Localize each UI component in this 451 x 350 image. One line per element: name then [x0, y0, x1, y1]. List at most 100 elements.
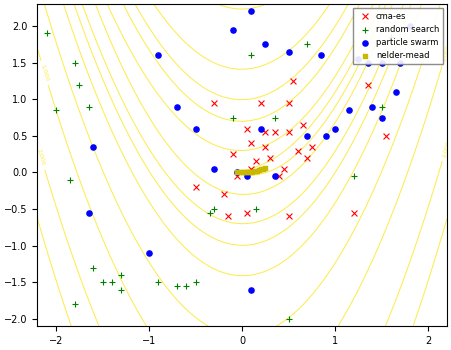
cma-es: [267, 155, 274, 161]
nelder-mead: [234, 169, 241, 175]
cma-es: [299, 122, 306, 128]
random search: [248, 52, 255, 58]
cma-es: [271, 130, 278, 135]
cma-es: [304, 155, 311, 161]
cma-es: [262, 144, 269, 150]
particle swarm: [211, 166, 218, 172]
cma-es: [364, 82, 371, 88]
cma-es: [285, 130, 292, 135]
random search: [378, 104, 385, 110]
cma-es: [308, 144, 316, 150]
random search: [387, 34, 395, 40]
particle swarm: [192, 126, 199, 131]
nelder-mead: [258, 167, 265, 172]
Legend: cma-es, random search, particle swarm, nelder-mead: cma-es, random search, particle swarm, n…: [354, 8, 443, 63]
cma-es: [281, 166, 288, 172]
nelder-mead: [253, 168, 260, 174]
particle swarm: [229, 27, 236, 33]
random search: [253, 206, 260, 212]
nelder-mead: [243, 169, 250, 175]
nelder-mead: [238, 170, 245, 175]
random search: [206, 210, 213, 216]
random search: [71, 301, 78, 307]
cma-es: [225, 214, 232, 219]
random search: [85, 104, 92, 110]
cma-es: [211, 100, 218, 106]
particle swarm: [248, 9, 255, 14]
particle swarm: [271, 173, 278, 179]
particle swarm: [248, 287, 255, 292]
particle swarm: [345, 107, 353, 113]
nelder-mead: [262, 165, 269, 171]
cma-es: [285, 100, 292, 106]
particle swarm: [378, 115, 385, 120]
random search: [350, 173, 357, 179]
cma-es: [253, 159, 260, 164]
random search: [183, 283, 190, 289]
particle swarm: [173, 104, 180, 110]
cma-es: [229, 151, 236, 157]
random search: [155, 279, 162, 285]
nelder-mead: [236, 170, 243, 175]
random search: [76, 82, 83, 88]
particle swarm: [243, 173, 250, 179]
cma-es: [295, 148, 302, 153]
particle swarm: [146, 250, 153, 256]
random search: [271, 115, 278, 120]
particle swarm: [257, 126, 264, 131]
cma-es: [350, 210, 357, 216]
Text: 2,000: 2,000: [441, 140, 451, 158]
random search: [118, 272, 125, 278]
random search: [229, 115, 236, 120]
random search: [108, 279, 115, 285]
particle swarm: [406, 23, 413, 29]
nelder-mead: [249, 169, 256, 174]
cma-es: [220, 191, 227, 197]
nelder-mead: [240, 170, 248, 175]
particle swarm: [285, 49, 292, 55]
random search: [99, 279, 106, 285]
particle swarm: [234, 170, 241, 175]
Text: 1,000: 1,000: [40, 64, 50, 82]
particle swarm: [304, 133, 311, 139]
nelder-mead: [251, 168, 258, 174]
cma-es: [243, 126, 250, 131]
particle swarm: [331, 126, 339, 131]
random search: [118, 287, 125, 292]
Text: 1,000: 1,000: [441, 44, 451, 62]
cma-es: [234, 173, 241, 179]
particle swarm: [355, 56, 362, 62]
random search: [173, 283, 180, 289]
particle swarm: [85, 210, 92, 216]
nelder-mead: [244, 169, 252, 175]
nelder-mead: [247, 169, 254, 175]
cma-es: [285, 214, 292, 219]
particle swarm: [364, 60, 371, 65]
random search: [211, 206, 218, 212]
random search: [192, 279, 199, 285]
nelder-mead: [255, 167, 262, 173]
cma-es: [257, 100, 264, 106]
cma-es: [248, 166, 255, 172]
random search: [43, 31, 51, 36]
cma-es: [243, 210, 250, 216]
particle swarm: [392, 89, 399, 95]
random search: [285, 316, 292, 322]
particle swarm: [262, 42, 269, 47]
random search: [304, 42, 311, 47]
cma-es: [383, 133, 390, 139]
particle swarm: [318, 52, 325, 58]
cma-es: [248, 140, 255, 146]
Text: 2,000: 2,000: [36, 148, 46, 167]
particle swarm: [369, 104, 376, 110]
random search: [71, 60, 78, 65]
particle swarm: [90, 144, 97, 150]
random search: [52, 107, 60, 113]
particle swarm: [322, 133, 330, 139]
random search: [90, 265, 97, 271]
cma-es: [262, 130, 269, 135]
particle swarm: [397, 60, 404, 65]
nelder-mead: [260, 166, 267, 172]
cma-es: [276, 173, 283, 179]
cma-es: [290, 78, 297, 84]
